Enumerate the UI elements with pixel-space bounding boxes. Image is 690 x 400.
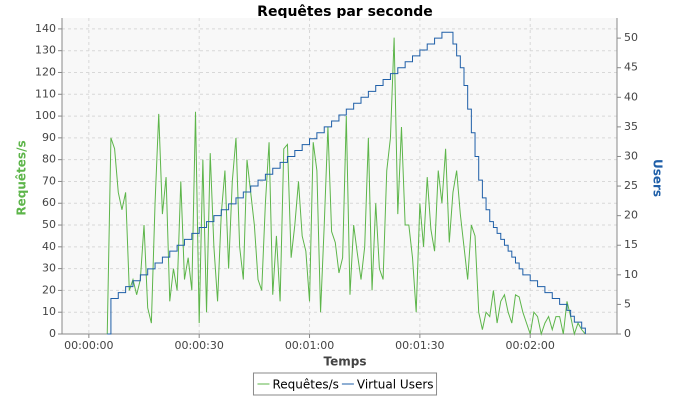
chart-title: Requêtes par seconde — [257, 4, 433, 20]
y-tick-label: 0 — [49, 327, 56, 340]
y2-tick-label: 40 — [624, 90, 638, 103]
y-tick-label: 140 — [35, 22, 56, 35]
y-tick-label: 130 — [35, 44, 56, 57]
x-tick-label: 00:01:00 — [285, 339, 334, 352]
legend-label: Virtual Users — [357, 378, 434, 392]
x-axis-label: Temps — [324, 355, 367, 369]
y2-tick-label: 25 — [624, 179, 638, 192]
x-tick-label: 00:01:30 — [395, 339, 444, 352]
y-tick-label: 20 — [42, 283, 56, 296]
y-tick-label: 50 — [42, 218, 56, 231]
y-tick-label: 110 — [35, 87, 56, 100]
y-tick-label: 90 — [42, 131, 56, 144]
y-tick-label: 60 — [42, 196, 56, 209]
y-tick-label: 10 — [42, 305, 56, 318]
legend-label: Requêtes/s — [272, 378, 338, 392]
x-tick-label: 00:02:00 — [505, 339, 554, 352]
y-tick-label: 40 — [42, 240, 56, 253]
legend: Requêtes/s Virtual Users — [252, 372, 438, 396]
y2-tick-label: 35 — [624, 120, 638, 133]
x-tick-label: 00:00:00 — [64, 339, 113, 352]
series-line — [107, 31, 586, 335]
y2-tick-label: 45 — [624, 61, 638, 74]
y-axis-label: Requêtes/s — [15, 140, 29, 215]
y2-tick-label: 5 — [624, 297, 631, 310]
y2-axis-label: Users — [651, 159, 665, 197]
x-tick-label: 00:00:30 — [174, 339, 223, 352]
y2-tick-label: 10 — [624, 268, 638, 281]
series-line — [106, 37, 586, 336]
y2-tick-label: 0 — [624, 327, 631, 340]
y-tick-label: 30 — [42, 262, 56, 275]
y-tick-label: 80 — [42, 153, 56, 166]
y-tick-label: 100 — [35, 109, 56, 122]
y-tick-label: 120 — [35, 65, 56, 78]
y2-tick-label: 15 — [624, 238, 638, 251]
y-tick-label: 70 — [42, 174, 56, 187]
y2-tick-label: 50 — [624, 31, 638, 44]
plot-area — [62, 18, 617, 334]
y2-tick-label: 20 — [624, 209, 638, 222]
y2-tick-label: 30 — [624, 149, 638, 162]
